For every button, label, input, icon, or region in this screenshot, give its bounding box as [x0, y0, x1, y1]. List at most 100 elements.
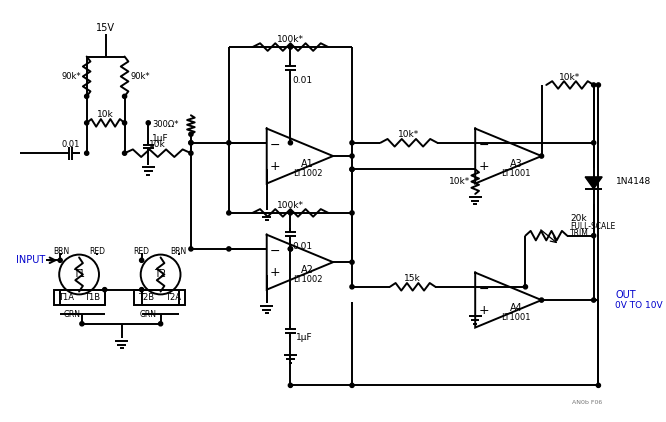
Circle shape — [146, 121, 151, 125]
Text: TRIM: TRIM — [570, 229, 589, 238]
Text: LT1001: LT1001 — [501, 169, 531, 178]
Text: FULL-SCALE: FULL-SCALE — [570, 222, 615, 231]
Text: T2: T2 — [155, 270, 166, 279]
Text: A4: A4 — [509, 303, 522, 313]
Text: 1μF: 1μF — [296, 333, 313, 343]
Circle shape — [539, 298, 543, 302]
Circle shape — [350, 285, 354, 289]
Circle shape — [596, 83, 601, 87]
Text: −: − — [478, 139, 489, 152]
Polygon shape — [585, 177, 602, 189]
Circle shape — [189, 132, 193, 136]
Circle shape — [226, 141, 231, 145]
Text: 10k*: 10k* — [450, 177, 471, 186]
Text: +: + — [270, 160, 280, 173]
Circle shape — [189, 141, 193, 145]
Text: 1μF: 1μF — [153, 133, 169, 143]
Circle shape — [350, 260, 354, 264]
Circle shape — [523, 285, 527, 289]
Circle shape — [80, 322, 84, 326]
Circle shape — [288, 211, 292, 215]
Text: 100k*: 100k* — [277, 201, 304, 210]
Text: 1N4148: 1N4148 — [615, 177, 651, 186]
Circle shape — [539, 154, 543, 158]
Circle shape — [226, 211, 231, 215]
Text: OUT: OUT — [615, 290, 636, 300]
Text: AN0b F06: AN0b F06 — [572, 400, 602, 405]
Text: −: − — [270, 245, 280, 258]
Text: RED: RED — [89, 247, 105, 256]
Circle shape — [123, 151, 127, 155]
Circle shape — [85, 94, 89, 98]
Text: 0.01: 0.01 — [292, 241, 313, 251]
Circle shape — [85, 151, 89, 155]
Text: LT1001: LT1001 — [501, 313, 531, 322]
Circle shape — [350, 167, 354, 171]
Text: 10k*: 10k* — [559, 73, 581, 82]
Text: T1A: T1A — [58, 293, 74, 302]
Text: +: + — [478, 160, 489, 173]
Text: INPUT: INPUT — [15, 255, 45, 265]
Circle shape — [350, 141, 354, 145]
Circle shape — [123, 94, 127, 98]
Bar — [53, 289, 105, 305]
Circle shape — [591, 233, 596, 238]
Text: LT1002: LT1002 — [293, 169, 322, 178]
Circle shape — [189, 247, 193, 251]
Text: −: − — [478, 283, 489, 296]
Text: T1B: T1B — [85, 293, 101, 302]
Circle shape — [140, 287, 144, 292]
Text: 10k: 10k — [97, 110, 114, 119]
Circle shape — [350, 383, 354, 387]
Text: +: + — [270, 266, 280, 279]
Text: 0.01: 0.01 — [292, 76, 313, 85]
Circle shape — [189, 141, 193, 145]
Circle shape — [350, 167, 354, 171]
Text: T1: T1 — [73, 270, 85, 279]
Text: GRN: GRN — [64, 310, 81, 319]
Circle shape — [288, 247, 292, 251]
Circle shape — [288, 141, 292, 145]
Circle shape — [140, 258, 144, 262]
Circle shape — [591, 298, 596, 302]
Text: A3: A3 — [509, 159, 522, 169]
Circle shape — [288, 383, 292, 387]
Circle shape — [288, 45, 292, 49]
Bar — [134, 289, 185, 305]
Circle shape — [85, 121, 89, 125]
Text: 0V TO 10V: 0V TO 10V — [615, 301, 663, 310]
Text: 0.01: 0.01 — [61, 140, 80, 149]
Circle shape — [288, 247, 292, 251]
Circle shape — [350, 154, 354, 158]
Text: 20k: 20k — [570, 214, 587, 223]
Text: 90k*: 90k* — [131, 72, 151, 81]
Circle shape — [226, 247, 231, 251]
Circle shape — [103, 287, 107, 292]
Circle shape — [591, 141, 596, 145]
Text: 10k: 10k — [149, 140, 166, 149]
Text: A1: A1 — [301, 159, 314, 169]
Text: GRN: GRN — [140, 310, 157, 319]
Circle shape — [596, 383, 601, 387]
Text: 15k: 15k — [404, 274, 421, 283]
Text: T2B: T2B — [139, 293, 155, 302]
Text: 90k*: 90k* — [62, 72, 81, 81]
Text: A2: A2 — [301, 265, 314, 275]
Text: T2A: T2A — [165, 293, 181, 302]
Text: RED: RED — [134, 247, 150, 256]
Text: 10k*: 10k* — [398, 130, 420, 139]
Text: −: − — [270, 139, 280, 152]
Text: BRN: BRN — [53, 247, 69, 256]
Text: 100k*: 100k* — [277, 35, 304, 44]
Circle shape — [591, 83, 596, 87]
Text: +: + — [478, 304, 489, 317]
Circle shape — [123, 121, 127, 125]
Circle shape — [159, 322, 163, 326]
Text: 15V: 15V — [96, 23, 115, 33]
Circle shape — [189, 151, 193, 155]
Circle shape — [58, 258, 62, 262]
Text: 300Ω*: 300Ω* — [152, 120, 178, 129]
Circle shape — [350, 211, 354, 215]
Text: BRN: BRN — [170, 247, 186, 256]
Text: LT1002: LT1002 — [293, 275, 322, 284]
